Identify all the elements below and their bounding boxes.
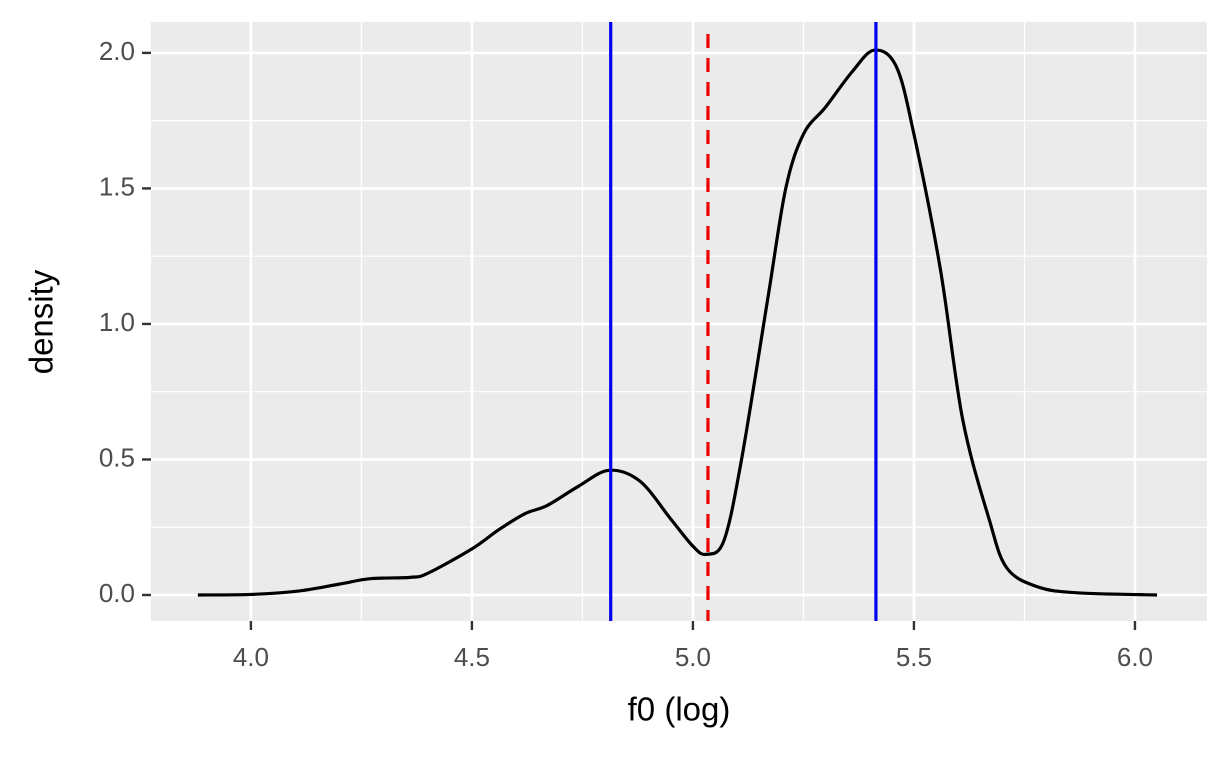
- y-axis-title: density: [23, 269, 60, 374]
- y-tick-label: 0.5: [99, 442, 135, 472]
- y-tick-label: 1.5: [99, 171, 135, 201]
- y-tick-label: 0.0: [99, 578, 135, 608]
- x-axis-title: f0 (log): [628, 691, 731, 728]
- y-tick-label: 2.0: [99, 36, 135, 66]
- density-line: [197, 48, 1158, 597]
- y-tick-label: 1.0: [99, 307, 135, 337]
- x-tick-label: 4.5: [454, 642, 490, 672]
- x-tick-label: 5.0: [675, 642, 711, 672]
- panel-background: [151, 22, 1207, 621]
- marks: [197, 22, 1158, 621]
- x-tick-label: 5.5: [896, 642, 932, 672]
- x-tick-label: 4.0: [233, 642, 269, 672]
- x-tick-label: 6.0: [1117, 642, 1153, 672]
- grid: [151, 22, 1207, 621]
